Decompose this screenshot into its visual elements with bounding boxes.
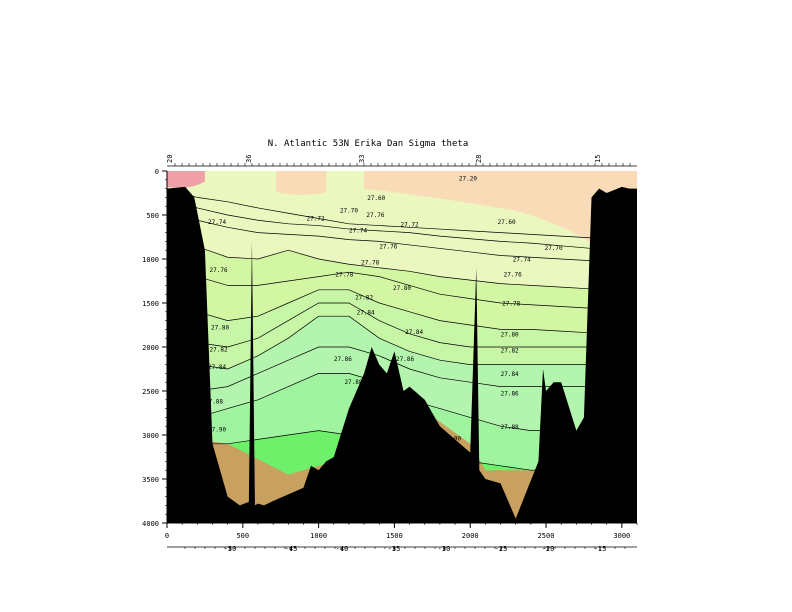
contour-label: 27.60 xyxy=(498,219,516,226)
contour-27.82 xyxy=(166,302,622,348)
contour-label: 27.90 xyxy=(443,435,461,442)
x-tick-label: 3000 xyxy=(613,532,630,540)
contour-label: 27.76 xyxy=(366,212,384,219)
contour-label: 27.88 xyxy=(501,424,519,431)
contour-27.78 xyxy=(166,267,622,311)
y-tick-label: 1000 xyxy=(142,256,159,264)
contour-27.84 xyxy=(166,315,622,370)
contour-label: 27.82 xyxy=(210,346,228,353)
contour-label: 27.70 xyxy=(340,207,358,214)
contour-label: 27.88 xyxy=(205,398,223,405)
y-tick-label: 3000 xyxy=(142,432,159,440)
band-surface-west xyxy=(276,171,327,195)
contour-label: 27.78 xyxy=(335,272,353,279)
contour-label: 27.80 xyxy=(501,331,519,338)
contour-27.80 xyxy=(166,289,622,336)
contour-label: 27.72 xyxy=(401,221,419,228)
axes: 0 500 1000 1500 2000 2500 3000 3500 4000 0 500 1000… xyxy=(142,155,638,553)
lon-tick-label: -50 xyxy=(224,545,237,553)
contour-label: 27.84 xyxy=(501,371,519,378)
lon-tick-label: -25 xyxy=(495,545,508,553)
contour-label: 27.86 xyxy=(334,356,352,363)
contour-label: 27.76 xyxy=(379,243,397,250)
station-tick-label: 20 xyxy=(166,155,174,163)
x-tick-label: 1000 xyxy=(310,532,327,540)
contour-27.70 xyxy=(166,188,622,240)
contour-label: 27.82 xyxy=(501,347,519,354)
contour-label: 27.76 xyxy=(210,267,228,274)
lon-tick-label: -45 xyxy=(285,545,298,553)
x-tick-label: 0 xyxy=(165,532,169,540)
lon-tick-label: -30 xyxy=(438,545,451,553)
contour-label: 27.74 xyxy=(208,219,226,226)
x-tick-label: 1500 xyxy=(386,532,403,540)
contour-label: 27.80 xyxy=(211,324,229,331)
band-surface-east xyxy=(364,171,637,251)
contour-label: 27.86 xyxy=(396,356,414,363)
contour-27.72 xyxy=(166,197,622,251)
contour-label: 27.60 xyxy=(367,195,385,202)
contour-label: 27.78 xyxy=(361,259,379,266)
station-tick-label: 33 xyxy=(358,155,366,163)
contour-label: 27.84 xyxy=(357,309,375,316)
contour-label: 27.72 xyxy=(307,215,325,222)
x-tick-label: 500 xyxy=(236,532,249,540)
seafloor-topography xyxy=(167,186,637,523)
contour-label: 27.70 xyxy=(545,245,563,252)
x-tick-label: 2500 xyxy=(538,532,555,540)
contour-27.76 xyxy=(166,241,622,292)
x-tick-label: 2000 xyxy=(462,532,479,540)
station-tick-label: 15 xyxy=(594,155,602,163)
y-tick-label: 500 xyxy=(146,212,159,220)
y-tick-label: 1500 xyxy=(142,300,159,308)
contour-label: 27.90 xyxy=(208,426,226,433)
contour-label: 27.78 xyxy=(502,301,520,308)
contour-label: 27.88 xyxy=(344,379,362,386)
lon-tick-label: -40 xyxy=(336,545,349,553)
lon-tick-label: -35 xyxy=(388,545,401,553)
lon-tick-label: -15 xyxy=(594,545,607,553)
contour-labels: 27.20 27.60 27.70 27.76 27.72 27.72 27.60 27.74… xyxy=(205,176,563,443)
contour-label: 27.80 xyxy=(393,285,411,292)
contour-label: 27.20 xyxy=(459,176,477,183)
contour-label: 27.84 xyxy=(208,364,226,371)
station-tick-label: 28 xyxy=(475,155,483,163)
seafloor xyxy=(167,186,637,523)
station-tick-label: 36 xyxy=(245,155,253,163)
contour-label: 27.76 xyxy=(504,272,522,279)
chart-title: N. Atlantic 53N Erika Dan Sigma theta xyxy=(268,139,468,149)
lon-tick-label: -20 xyxy=(542,545,555,553)
contour-label: 27.84 xyxy=(405,329,423,336)
contour-27.74 xyxy=(166,214,622,263)
y-tick-label: 0 xyxy=(155,168,159,176)
contour-label: 27.82 xyxy=(355,294,373,301)
contour-label: 27.74 xyxy=(513,257,531,264)
y-tick-label: 2000 xyxy=(142,344,159,352)
y-tick-label: 4000 xyxy=(142,520,159,528)
y-tick-label: 3500 xyxy=(142,476,159,484)
contour-label: 27.86 xyxy=(501,390,519,397)
contour-label: 27.74 xyxy=(349,228,367,235)
y-tick-label: 2500 xyxy=(142,388,159,396)
band-surface-corner xyxy=(167,171,205,188)
